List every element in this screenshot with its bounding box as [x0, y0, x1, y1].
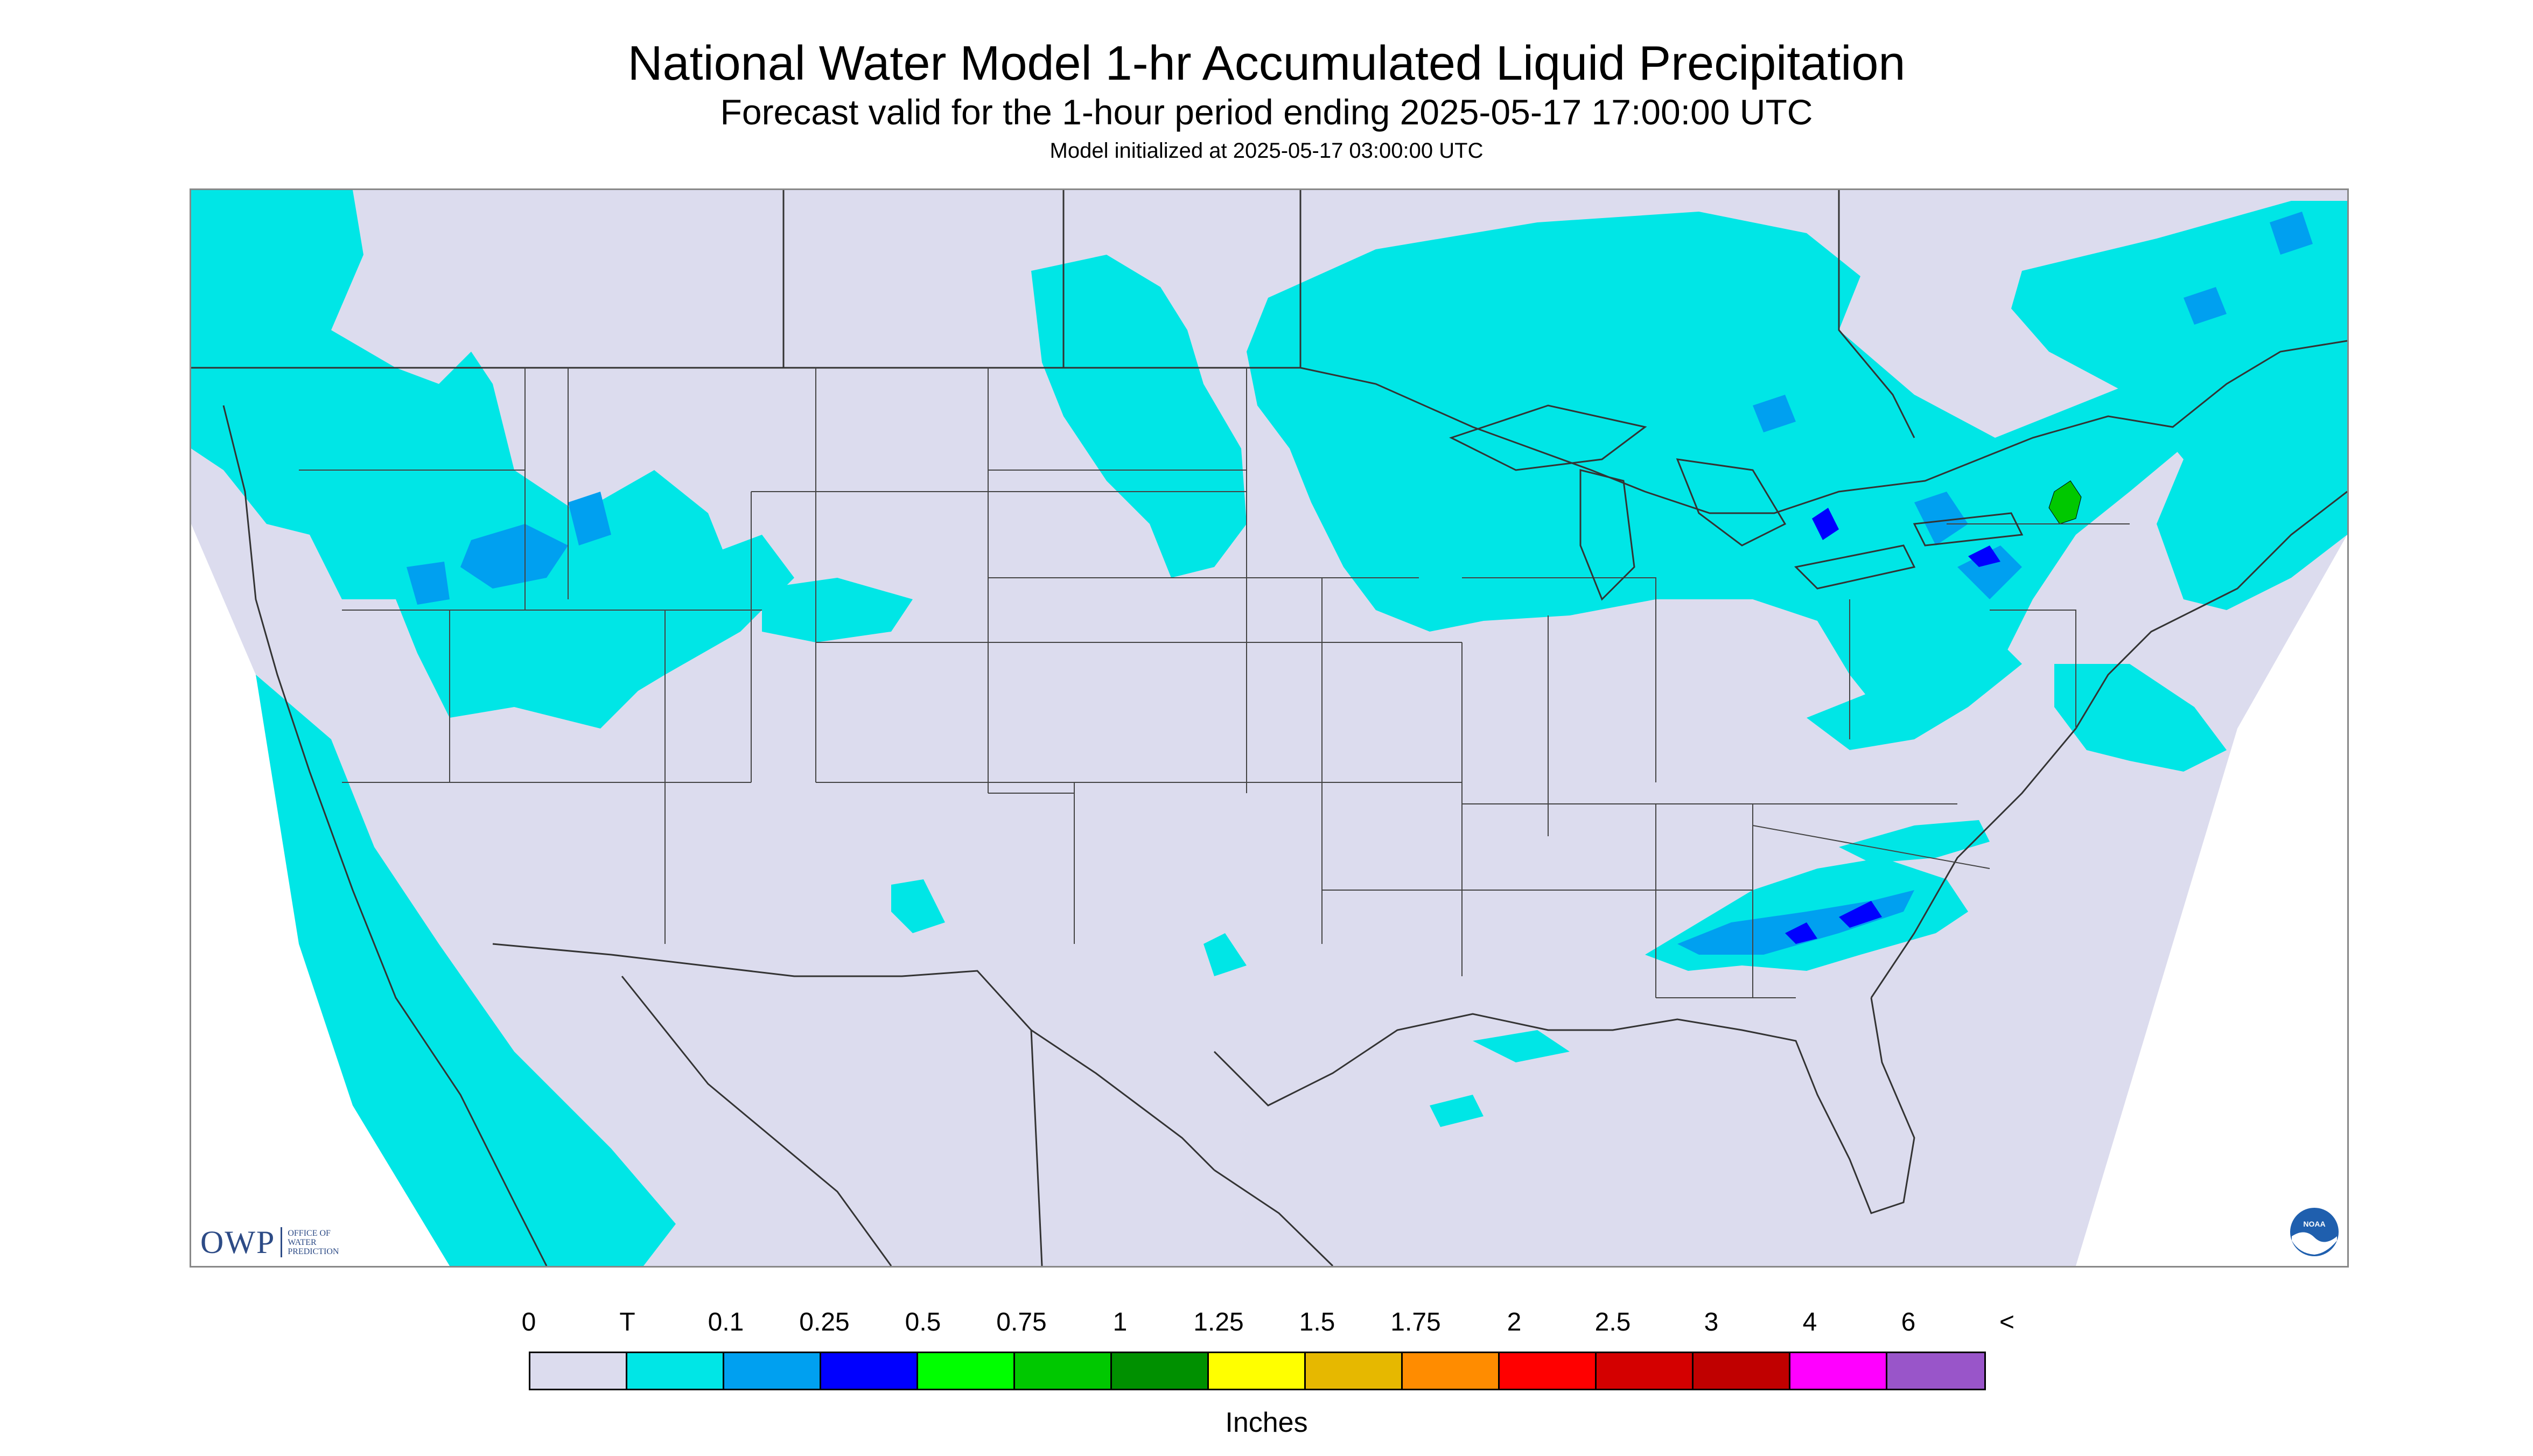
legend-swatch: [1015, 1353, 1112, 1389]
model-init-text: Model initialized at 2025-05-17 03:00:00…: [1049, 139, 1484, 163]
owp-logo-line-2: WATER: [288, 1237, 317, 1247]
legend-label: 0.5: [905, 1308, 941, 1336]
legend-swatch: [1694, 1353, 1790, 1389]
basemap-lines: [191, 190, 2347, 1266]
map-title: National Water Model 1-hr Accumulated Li…: [627, 37, 1906, 90]
map-canvas: [191, 190, 2347, 1266]
precipitation-map: [190, 188, 2349, 1268]
legend-swatch: [724, 1353, 821, 1389]
noaa-logo-icon: NOAA: [2289, 1207, 2340, 1257]
legend-label: 2.5: [1594, 1308, 1631, 1336]
owp-logo-line-3: PREDICTION: [288, 1247, 339, 1256]
owp-logo-text: OWP: [200, 1224, 276, 1260]
noaa-logo-text: NOAA: [2303, 1220, 2325, 1228]
legend-swatch: [918, 1353, 1015, 1389]
owp-logo-divider: [281, 1227, 283, 1257]
legend-swatch: [530, 1353, 627, 1389]
state-lines: [299, 368, 2130, 998]
precip-green-areas: [2048, 480, 2082, 524]
legend-swatch: [1209, 1353, 1306, 1389]
precip-moderate-areas: [407, 212, 2313, 955]
legend-label: 1.25: [1193, 1308, 1244, 1336]
owp-logo-line-1: OFFICE OF: [288, 1228, 331, 1238]
legend-swatch: [1500, 1353, 1597, 1389]
legend-swatch: [1597, 1353, 1694, 1389]
legend-label: 4: [1802, 1308, 1817, 1336]
legend-swatch: [1112, 1353, 1209, 1389]
legend-label: 1.75: [1390, 1308, 1441, 1336]
legend-labels: 0 T 0.1 0.25 0.5 0.75 1 1.25 1.5 1.75 2 2.5 3 4 6 <: [522, 1307, 2025, 1340]
legend-label: 0.75: [996, 1308, 1047, 1336]
legend-label: 2: [1507, 1308, 1522, 1336]
legend-swatch: [1403, 1353, 1500, 1389]
forecast-valid-subtitle: Forecast valid for the 1-hour period end…: [720, 92, 1813, 132]
legend-swatch: [1306, 1353, 1403, 1389]
legend-label: 0: [521, 1308, 536, 1336]
owp-logo: OWP OFFICE OF WATER PREDICTION: [200, 1223, 339, 1261]
legend-label: 0.1: [708, 1308, 744, 1336]
legend-label: T: [619, 1308, 635, 1336]
precip-heavy-areas: [1785, 508, 2000, 944]
great-lakes: [1449, 404, 2024, 601]
legend-label: 1: [1112, 1308, 1128, 1336]
legend-units: Inches: [1225, 1407, 1308, 1438]
legend-label: <: [1999, 1308, 2015, 1336]
legend-label: 0.25: [799, 1308, 850, 1336]
legend-label: 1.5: [1299, 1308, 1335, 1336]
owp-logo-subtext: OFFICE OF WATER PREDICTION: [288, 1229, 339, 1256]
legend-label: 6: [1901, 1308, 1916, 1336]
legend-swatch: [1790, 1353, 1887, 1389]
legend-label: 3: [1704, 1308, 1719, 1336]
legend-swatch: [1887, 1353, 1984, 1389]
legend-swatch: [627, 1353, 724, 1389]
legend-colorbar: [529, 1352, 1986, 1390]
legend-swatch: [821, 1353, 918, 1389]
